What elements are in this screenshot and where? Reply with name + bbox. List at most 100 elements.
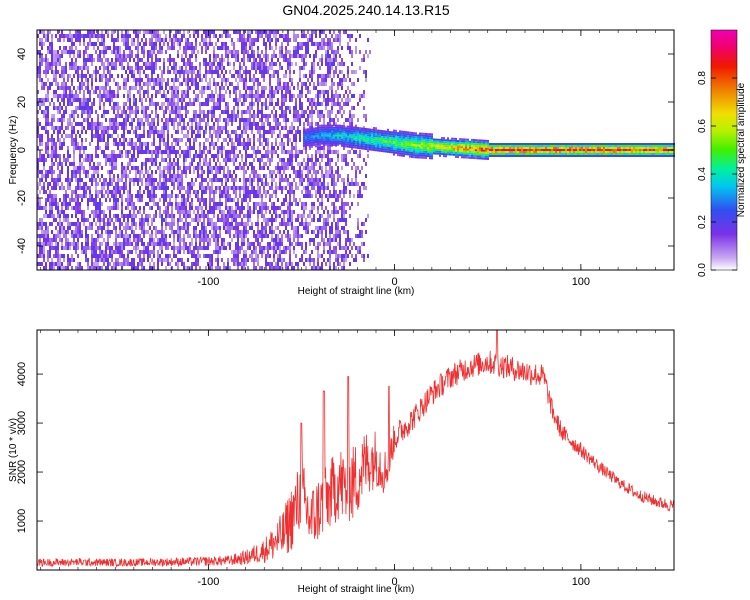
spectrogram-cell: [185, 266, 187, 270]
spectrogram-cell: [133, 146, 135, 150]
spectrogram-cell: [61, 266, 63, 270]
spectrogram-cell: [111, 266, 113, 270]
spectrogram-cell: [61, 182, 63, 186]
spectrogram-cell: [253, 110, 255, 114]
spectrogram-cell: [211, 110, 213, 114]
spectrogram-cell: [271, 110, 273, 114]
spectrogram-cell: [123, 34, 125, 38]
spectrogram-cell: [207, 214, 209, 218]
spectrogram-cell: [311, 127, 313, 130]
spectrogram-cell: [145, 218, 147, 222]
spectrogram-cell: [213, 54, 215, 58]
spectrogram-cell: [169, 98, 171, 102]
spectrogram-cell: [267, 146, 269, 150]
spectrogram-cell: [95, 130, 97, 134]
spectrogram-cell: [217, 54, 219, 58]
spectrogram-cell: [71, 130, 73, 134]
spectrogram-cell: [285, 266, 287, 270]
spectrogram-cell: [47, 182, 49, 186]
spectrogram-cell: [247, 246, 249, 250]
spectrogram-cell: [193, 102, 195, 106]
spectrogram-cell: [41, 42, 43, 46]
spectrogram-cell: [287, 202, 289, 206]
spectrogram-cell: [65, 234, 67, 238]
spectrogram-cell: [259, 158, 261, 162]
spectrogram-cell: [277, 206, 279, 210]
spectrogram-cell: [173, 222, 175, 226]
spectrogram-cell: [307, 222, 309, 226]
spectrogram-cell: [173, 90, 175, 94]
spectrogram-cell: [147, 122, 149, 126]
spectrogram-cell: [211, 226, 213, 230]
spectrogram-cell: [183, 266, 185, 270]
spectrogram-cell: [311, 182, 313, 186]
spectrogram-cell: [63, 210, 65, 214]
spectrogram-cell: [221, 182, 223, 186]
spectrogram-cell: [233, 98, 235, 102]
spectrogram-cell: [209, 158, 211, 162]
spectrogram-cell: [135, 78, 137, 82]
spectrogram-cell: [299, 150, 301, 154]
spectrogram-cell: [141, 242, 143, 246]
spectrogram-cell: [189, 58, 191, 62]
spectrogram-cell: [261, 254, 263, 258]
spectrogram-cell: [181, 262, 183, 266]
spectrogram-cell: [291, 94, 293, 98]
spectrogram-cell: [103, 226, 105, 230]
spectrogram-cell: [73, 110, 75, 114]
spectrogram-cell: [285, 250, 287, 254]
spectrogram-cell: [213, 46, 215, 50]
spectrogram-cell: [261, 66, 263, 70]
spectrogram-cell: [177, 102, 179, 106]
spectrogram-cell: [277, 242, 279, 246]
spectrogram-cell: [205, 226, 207, 230]
spectrogram-cell: [273, 34, 275, 38]
spectrogram-cell: [229, 234, 231, 238]
spectrogram-cell: [285, 198, 287, 202]
spectrogram-cell: [79, 66, 81, 70]
spectrogram-cell: [237, 58, 239, 62]
spectrogram-cell: [231, 42, 233, 46]
spectrogram-cell: [241, 78, 243, 82]
spectrogram-cell: [123, 166, 125, 170]
spectrogram-cell: [137, 150, 139, 154]
spectrogram-cell: [161, 150, 163, 154]
spectrogram-cell: [133, 234, 135, 238]
spectrogram-cell: [183, 62, 185, 66]
spectrogram-cell: [45, 122, 47, 126]
spectrogram-cell: [247, 258, 249, 262]
spectrogram-cell: [229, 158, 231, 162]
spectrogram-cell: [177, 98, 179, 102]
spectrogram-cell: [117, 174, 119, 178]
spectrogram-cell: [283, 38, 285, 42]
spectrogram-cell: [37, 222, 39, 226]
spectrogram-cell: [143, 218, 145, 222]
spectrogram-cell: [251, 50, 253, 54]
spectrogram-cell: [275, 126, 277, 130]
spectrogram-cell: [261, 122, 263, 126]
spectrogram-cell: [243, 186, 245, 190]
spectrogram-cell: [227, 54, 229, 58]
spectrogram-cell: [311, 162, 313, 166]
spectrogram-cell: [183, 70, 185, 74]
spectrogram-cell: [241, 46, 243, 50]
spectrogram-cell: [47, 234, 49, 238]
spectrogram-cell: [67, 202, 69, 206]
spectrogram-cell: [201, 186, 203, 190]
spectrogram-cell: [119, 230, 121, 234]
spectrogram-cell: [57, 154, 59, 158]
spectrogram-cell: [195, 46, 197, 50]
spectrogram-cell: [101, 138, 103, 142]
spectrogram-cell: [137, 62, 139, 66]
spectrogram-cell: [187, 146, 189, 150]
spectrogram-cell: [255, 58, 257, 62]
spectrogram-cell: [99, 218, 101, 222]
spectrogram-cell: [225, 34, 227, 38]
spectrogram-cell: [137, 54, 139, 58]
spectrogram-cell: [97, 34, 99, 38]
spectrogram-cell: [67, 150, 69, 154]
spectrogram-cell: [199, 246, 201, 250]
spectrogram-cell: [175, 30, 177, 34]
spectrogram-cell: [133, 150, 135, 154]
spectrogram-cell: [283, 58, 285, 62]
